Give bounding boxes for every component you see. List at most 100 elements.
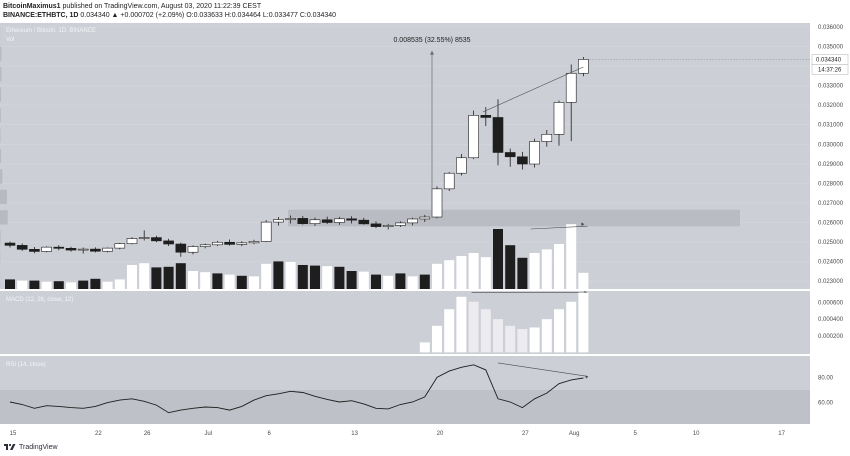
candle-body bbox=[236, 242, 248, 245]
volume-bar bbox=[334, 266, 345, 289]
volume-trend-arrow bbox=[581, 222, 585, 226]
candle-body bbox=[126, 238, 138, 244]
candle-layer bbox=[4, 57, 589, 257]
candle-body bbox=[346, 218, 357, 221]
author-name[interactable]: BitcoinMaximus1 bbox=[3, 3, 61, 10]
price-tick-label: 0.028000 bbox=[818, 181, 844, 187]
time-tick-label: Jul bbox=[204, 431, 212, 437]
tradingview-logo[interactable]: TradingView bbox=[4, 443, 58, 451]
volume-bar bbox=[285, 262, 296, 289]
volume-bar bbox=[554, 244, 564, 289]
candle-body bbox=[273, 219, 284, 223]
volume-bar bbox=[358, 271, 369, 289]
volume-bar bbox=[163, 266, 174, 289]
candle-body bbox=[565, 72, 577, 103]
candle-body bbox=[199, 244, 211, 247]
volume-bar bbox=[151, 267, 162, 289]
candle-body bbox=[480, 115, 492, 118]
volume-bar bbox=[480, 257, 491, 289]
volume-bar bbox=[5, 279, 15, 289]
candle-body bbox=[175, 243, 187, 253]
candle-body bbox=[260, 221, 272, 242]
candle-body bbox=[553, 102, 565, 135]
candle-body bbox=[419, 216, 431, 220]
resistance-zone bbox=[288, 209, 740, 227]
macd-bar bbox=[578, 292, 589, 353]
ohlc-values: 0.034340 ▲ +0.000702 (+2.09%) O:0.033633… bbox=[80, 12, 337, 19]
candle-body bbox=[4, 242, 16, 246]
volume-bar bbox=[468, 253, 479, 289]
volume-bar bbox=[78, 280, 89, 289]
price-tick-label: 0.029000 bbox=[818, 162, 844, 168]
candle-body bbox=[138, 237, 150, 239]
rsi-trend-line bbox=[497, 362, 587, 377]
candle-body bbox=[285, 218, 296, 220]
macd-bar bbox=[554, 309, 564, 353]
volume-profile-bar bbox=[0, 87, 2, 102]
candle-body bbox=[407, 218, 418, 224]
candle-body bbox=[102, 247, 113, 252]
volume-bar bbox=[383, 275, 394, 289]
macd-bar bbox=[432, 325, 442, 353]
tradingview-icon bbox=[4, 443, 16, 450]
rsi-tick-label: 60.00 bbox=[818, 401, 834, 407]
candle-body bbox=[248, 241, 260, 244]
candle-body bbox=[529, 141, 540, 165]
rsi-tick-label: 80.00 bbox=[818, 375, 834, 381]
candle-body bbox=[370, 223, 382, 227]
macd-layer bbox=[419, 292, 589, 353]
candle-body bbox=[114, 243, 126, 249]
volume-trend-line bbox=[530, 225, 588, 230]
price-tick-label: 0.032000 bbox=[818, 103, 844, 109]
time-tick-label: 10 bbox=[693, 431, 700, 437]
volume-bar bbox=[17, 280, 28, 289]
candle-body bbox=[492, 117, 504, 153]
macd-tick-label: 0.000200 bbox=[818, 334, 844, 340]
volume-bar bbox=[505, 245, 516, 289]
tradingview-brand: TradingView bbox=[19, 443, 58, 451]
volume-profile-bar bbox=[0, 230, 1, 246]
candle-body bbox=[41, 246, 52, 252]
candle-body bbox=[65, 248, 77, 251]
macd-bar bbox=[456, 296, 467, 353]
candle-body bbox=[224, 241, 235, 245]
macd-title: MACD (12, 26, close, 12) bbox=[6, 297, 73, 303]
candle-body bbox=[382, 225, 394, 227]
volume-profile-bar bbox=[0, 148, 2, 164]
volume-bar bbox=[261, 263, 272, 289]
candle-body bbox=[431, 188, 443, 218]
candle-body bbox=[29, 248, 40, 252]
time-tick-label: 13 bbox=[351, 431, 358, 437]
volume-bar bbox=[297, 265, 308, 289]
macd-bar bbox=[444, 309, 455, 353]
volume-bar bbox=[407, 276, 418, 289]
price-trend-line bbox=[482, 66, 584, 113]
volume-bar bbox=[200, 272, 211, 289]
volume-bar bbox=[188, 271, 198, 289]
macd-bar bbox=[493, 319, 503, 353]
symbol-name: BINANCE:ETHBTC, 1D bbox=[3, 12, 79, 19]
symbol-line: BINANCE:ETHBTC, 1D 0.034340 ▲ +0.000702 … bbox=[3, 11, 336, 20]
volume-bar bbox=[395, 273, 406, 289]
rsi-layer bbox=[0, 364, 810, 424]
price-axis-bg bbox=[810, 23, 850, 424]
volume-bar bbox=[175, 263, 186, 289]
candle-body bbox=[16, 245, 28, 250]
price-tick-label: 0.024000 bbox=[818, 260, 844, 266]
candle-body bbox=[90, 248, 101, 252]
time-tick-label: Aug bbox=[569, 431, 580, 437]
resistance-layer bbox=[0, 26, 810, 286]
macd-tick-label: 0.000600 bbox=[818, 301, 844, 307]
volume-bar bbox=[322, 266, 333, 289]
main-pane-bg bbox=[0, 23, 810, 289]
volume-bar bbox=[517, 257, 528, 289]
candle-body bbox=[187, 246, 199, 253]
volume-profile-bar bbox=[0, 169, 3, 184]
volume-profile-bar bbox=[0, 46, 2, 61]
measure-arrowhead bbox=[430, 50, 434, 55]
volume-bar bbox=[566, 224, 577, 289]
volume-label: Vol bbox=[6, 37, 14, 43]
measure-label: 0.008535 (32.55%) 8535 bbox=[393, 37, 470, 44]
price-tick-label: 0.033000 bbox=[818, 84, 844, 90]
candle-body bbox=[504, 152, 516, 158]
